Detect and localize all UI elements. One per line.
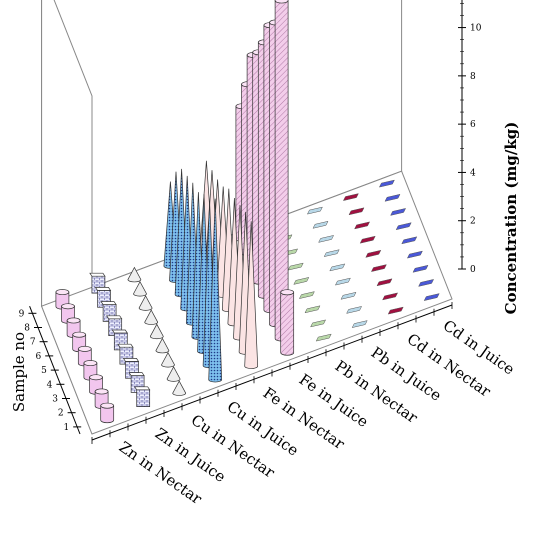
mark-cu-in-nectar-sample-3 <box>161 351 175 368</box>
z-tick-label-4: 4 <box>470 168 476 178</box>
mark-cd-in-juice-sample-8 <box>384 193 401 202</box>
mark-cu-in-nectar-sample-4 <box>155 337 170 354</box>
mark-cd-in-juice-sample-9 <box>378 179 395 188</box>
mark-cu-in-nectar-sample-5 <box>149 323 164 340</box>
mark-pb-in-juice-sample-4 <box>334 277 351 286</box>
mark-cd-in-nectar-sample-6 <box>359 235 376 244</box>
mark-cd-in-juice-sample-2 <box>418 279 435 287</box>
z-tick-label-6: 6 <box>470 120 476 130</box>
z-tick-label-0: 0 <box>470 265 476 275</box>
mark-cu-in-juice-sample-1 <box>208 198 223 383</box>
sample-tick-label-6: 6 <box>35 352 41 362</box>
mark-zn-in-nectar-sample-1 <box>100 402 115 424</box>
mark-pb-in-nectar-sample-3 <box>304 305 321 314</box>
mark-pb-in-nectar-sample-4 <box>298 291 315 299</box>
mark-cd-in-nectar-sample-4 <box>370 264 387 272</box>
mark-cu-in-nectar-sample-8 <box>133 280 147 297</box>
mark-pb-in-juice-sample-7 <box>318 235 335 243</box>
mark-cd-in-juice-sample-1 <box>423 293 440 301</box>
mark-cu-in-nectar-sample-9 <box>127 266 142 283</box>
mark-cu-in-nectar-sample-2 <box>166 366 181 382</box>
mark-cu-in-nectar-sample-1 <box>172 380 187 396</box>
mark-pb-in-nectar-sample-1 <box>315 333 332 342</box>
sample-tick-label-3: 3 <box>52 395 58 405</box>
z-tick-label-8: 8 <box>470 72 476 82</box>
mark-cd-in-juice-sample-5 <box>401 236 418 245</box>
sample-axis: 1 23 456 78 9 <box>19 306 82 435</box>
mark-pb-in-juice-sample-5 <box>329 263 346 272</box>
mark-pb-in-juice-sample-3 <box>340 291 357 300</box>
sample-tick-label-8: 8 <box>24 324 30 334</box>
mark-cd-in-juice-sample-7 <box>390 208 407 216</box>
mark-cd-in-nectar-sample-3 <box>376 278 393 287</box>
sample-tick-label-1: 1 <box>63 423 69 433</box>
mark-pb-in-nectar-sample-2 <box>310 319 327 328</box>
z-axis-title: Concentration (mg/kg) <box>502 122 520 315</box>
mark-cd-in-juice-sample-3 <box>412 264 429 273</box>
mark-zn-in-juice-sample-1 <box>134 386 151 407</box>
mark-pb-in-juice-sample-2 <box>346 306 363 314</box>
mark-pb-in-juice-sample-9 <box>306 206 323 215</box>
mark-cu-in-nectar-sample-6 <box>144 309 159 325</box>
mark-pb-in-juice-sample-8 <box>312 220 329 229</box>
mark-cd-in-nectar-sample-1 <box>387 306 404 315</box>
mark-cd-in-juice-sample-6 <box>395 222 412 231</box>
mark-zn-in-juice-sample-8 <box>94 287 112 308</box>
mark-cd-in-juice-sample-4 <box>406 250 423 259</box>
mark-pb-in-juice-sample-6 <box>323 249 340 257</box>
sample-tick-label-9: 9 <box>19 309 25 319</box>
sample-tick-label-7: 7 <box>30 338 36 348</box>
sample-tick-label-5: 5 <box>41 366 47 376</box>
mark-cd-in-nectar-sample-9 <box>342 193 359 201</box>
mark-pb-in-nectar-sample-6 <box>287 262 304 271</box>
z-tick-label-10: 10 <box>470 24 482 34</box>
mark-fe-in-nectar-sample-1 <box>244 221 259 369</box>
z-tick-label-2: 2 <box>470 217 476 227</box>
z-axis: 02468101214 <box>458 0 482 275</box>
sample-axis-title: Sample no <box>10 332 28 412</box>
sample-tick-label-4: 4 <box>47 380 53 390</box>
sample-tick-label-2: 2 <box>58 409 64 419</box>
mark-fe-in-juice-sample-1 <box>280 289 295 356</box>
mark-pb-in-juice-sample-1 <box>351 320 368 328</box>
mark-cd-in-nectar-sample-2 <box>382 292 399 301</box>
mark-pb-in-nectar-sample-5 <box>293 277 310 285</box>
mark-cd-in-nectar-sample-8 <box>348 207 365 216</box>
mark-cd-in-nectar-sample-7 <box>354 221 371 230</box>
mark-cu-in-nectar-sample-7 <box>138 295 153 311</box>
chart-marks <box>55 0 440 424</box>
mark-cd-in-nectar-sample-5 <box>365 249 382 258</box>
